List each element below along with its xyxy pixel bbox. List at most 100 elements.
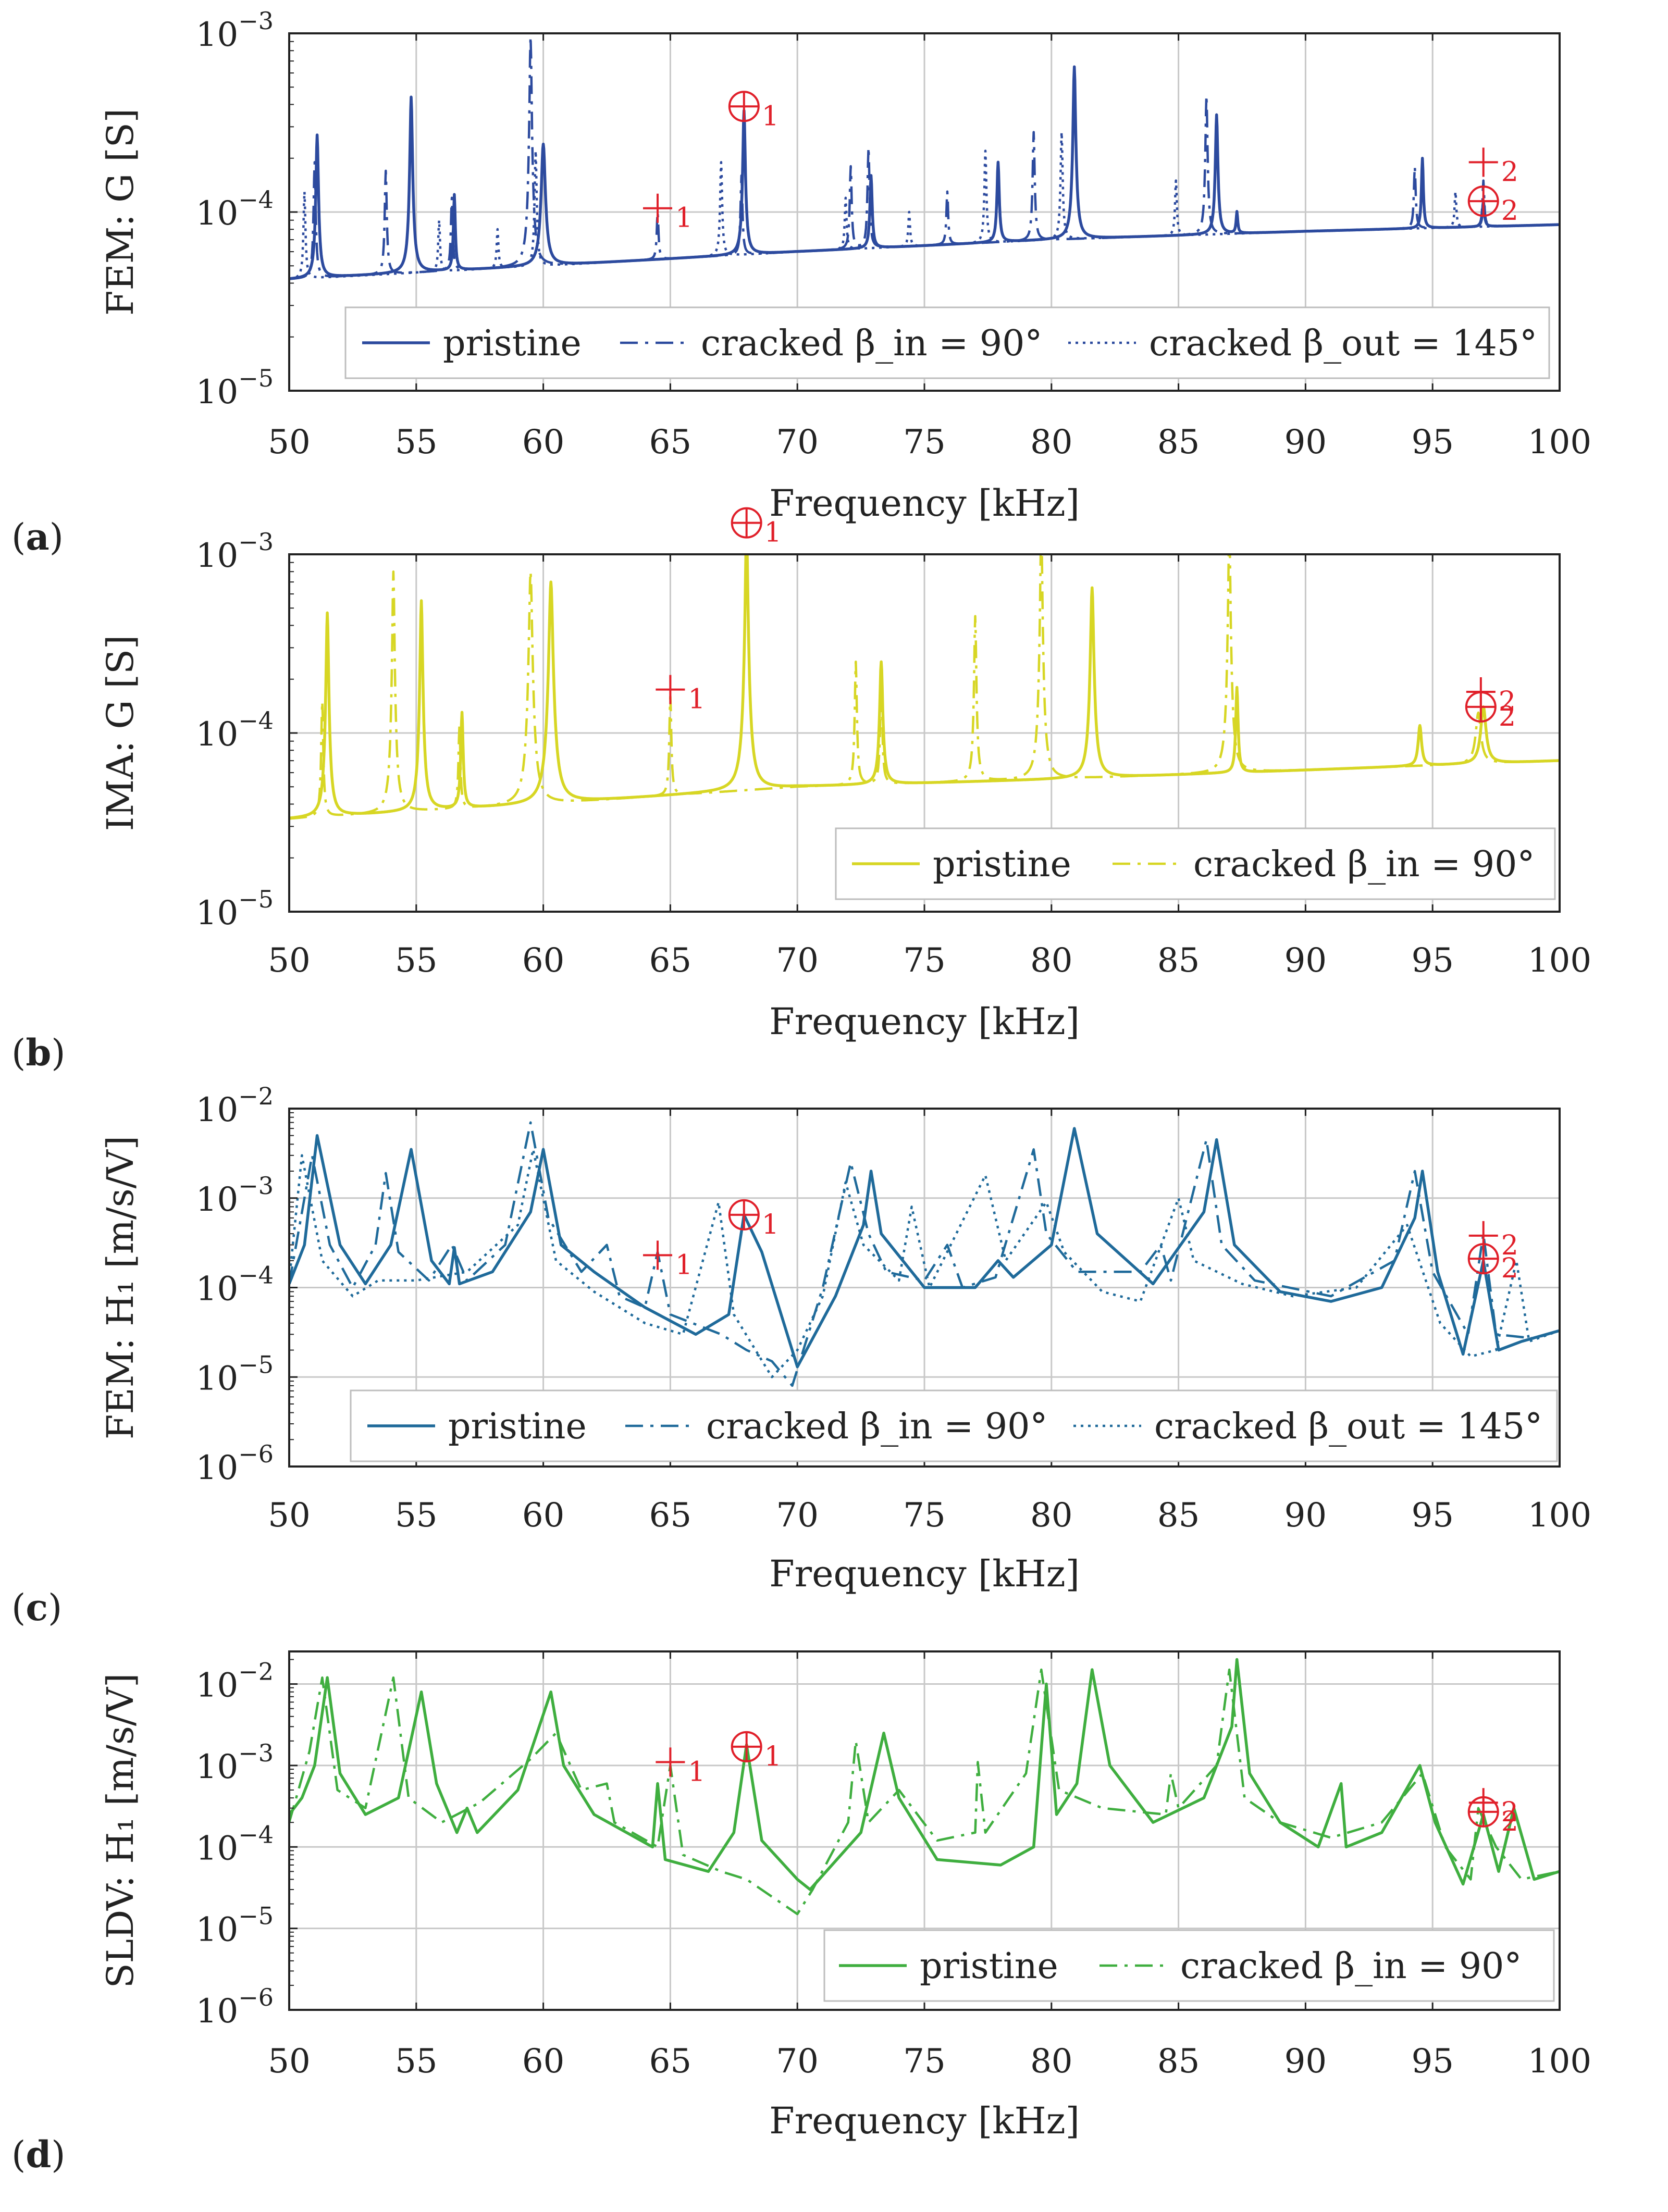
marker-label: 2 — [1501, 1806, 1518, 1837]
x-tick-label: 75 — [903, 2042, 945, 2081]
y-axis-label: IMA: G [S] — [99, 635, 142, 831]
x-tick-label: 65 — [649, 1496, 691, 1535]
legend-entry: pristine — [448, 1406, 587, 1447]
x-tick-label: 95 — [1411, 941, 1453, 980]
series-dotted — [289, 131, 1560, 280]
x-tick-label: 65 — [649, 423, 691, 462]
series-dashdot — [289, 554, 1560, 820]
x-tick-label: 90 — [1284, 941, 1327, 980]
panel-letter: c — [26, 1586, 48, 1629]
x-tick-label: 55 — [395, 2042, 437, 2081]
y-tick-label: 10−5 — [196, 885, 274, 933]
x-tick-label: 85 — [1157, 941, 1200, 980]
x-tick-label: 80 — [1030, 2042, 1072, 2081]
marker-label: 1 — [764, 517, 782, 549]
y-tick-label: 10−3 — [196, 1172, 274, 1219]
x-tick-label: 50 — [268, 423, 310, 462]
legend-box — [350, 1389, 1558, 1462]
x-tick-label: 90 — [1284, 1496, 1327, 1535]
marker-label: 2 — [1499, 701, 1516, 732]
y-tick-label: 10−2 — [196, 1082, 274, 1129]
legend-entry: cracked β_out = 145° — [1154, 1406, 1542, 1447]
marker-label: 2 — [1501, 156, 1518, 188]
x-tick-label: 60 — [522, 1496, 564, 1535]
x-tick-label: 80 — [1030, 423, 1072, 462]
x-tick-label: 60 — [522, 2042, 564, 2081]
legend: pristine cracked β_in = 90° — [823, 1929, 1555, 2002]
legend-entry: cracked β_in = 90° — [1180, 1946, 1522, 1987]
y-tick-label: 10−4 — [196, 706, 274, 754]
marker-circle: 2 — [1467, 1796, 1518, 1837]
x-tick-label: 75 — [903, 1496, 945, 1535]
y-axis-label: FEM: H₁ [m/s/V] — [99, 1136, 142, 1439]
legend: pristine cracked β_in = 90° — [835, 827, 1556, 900]
y-tick-label: 10−3 — [196, 1739, 274, 1786]
series-solid — [289, 1658, 1560, 1891]
x-tick-label: 90 — [1284, 2042, 1327, 2081]
marker-plus: 2 — [1468, 147, 1518, 188]
legend-box — [835, 827, 1556, 900]
x-tick-label: 50 — [268, 941, 310, 980]
y-tick-label: 10−4 — [196, 1261, 274, 1309]
series-solid — [289, 1127, 1560, 1369]
marker-label: 1 — [764, 1741, 782, 1772]
x-tick-label: 55 — [395, 941, 437, 980]
y-tick-label: 10−3 — [196, 528, 274, 575]
marker-plus: 1 — [643, 193, 693, 234]
marker-label: 1 — [675, 203, 693, 234]
x-tick-label: 85 — [1157, 423, 1200, 462]
marker-label: 1 — [762, 1209, 779, 1240]
x-tick-label: 60 — [522, 423, 564, 462]
x-tick-label: 75 — [903, 423, 945, 462]
marker-plus: 1 — [656, 1747, 705, 1787]
x-tick-label: 80 — [1030, 1496, 1072, 1535]
marker-circle: 1 — [728, 1199, 779, 1240]
legend-entry: cracked β_in = 90° — [701, 323, 1042, 364]
marker-circle: 2 — [1467, 1243, 1518, 1284]
legend-entry: pristine — [443, 323, 582, 364]
x-tick-label: 95 — [1411, 1496, 1453, 1535]
y-tick-label: 10−5 — [196, 1350, 274, 1398]
marker-label: 2 — [1499, 686, 1516, 717]
x-tick-label: 95 — [1411, 423, 1453, 462]
x-tick-label: 70 — [776, 2042, 818, 2081]
marker-label: 1 — [675, 1249, 693, 1281]
legend-box — [823, 1929, 1555, 2002]
legend-entry: pristine — [933, 844, 1071, 885]
panel-label: (c) — [11, 1586, 62, 1629]
series-dashdot — [289, 1668, 1560, 1916]
legend-entry: pristine — [920, 1946, 1058, 1987]
legend-entry: cracked β_out = 145° — [1149, 323, 1537, 364]
legend-box — [344, 306, 1550, 379]
marker-circle: 1 — [731, 1731, 782, 1772]
panel-letter: d — [26, 2133, 51, 2176]
x-tick-label: 85 — [1157, 2042, 1200, 2081]
marker-label: 1 — [762, 101, 779, 132]
x-tick-label: 70 — [776, 941, 818, 980]
x-tick-label: 90 — [1284, 423, 1327, 462]
y-tick-label: 10−6 — [196, 1440, 274, 1487]
y-axis-label: SLDV: H₁ [m/s/V] — [99, 1673, 142, 1989]
x-tick-label: 65 — [649, 941, 691, 980]
y-tick-label: 10−6 — [196, 1983, 274, 2031]
y-axis-label: FEM: G [S] — [99, 108, 142, 316]
y-tick-label: 10−3 — [196, 7, 274, 54]
panel-label: (a) — [11, 515, 64, 558]
y-tick-label: 10−4 — [196, 1820, 274, 1868]
y-tick-label: 10−5 — [196, 1902, 274, 1949]
marker-label: 2 — [1501, 1797, 1518, 1828]
legend: pristine cracked β_in = 90° cracked β_out … — [350, 1389, 1558, 1462]
series-dotted — [289, 1148, 1560, 1378]
x-tick-label: 75 — [903, 941, 945, 980]
panel-label: (b) — [11, 1031, 66, 1074]
x-tick-label: 100 — [1528, 2042, 1591, 2081]
marker-circle: 2 — [1465, 691, 1516, 732]
x-axis-label: Frequency [kHz] — [769, 2099, 1080, 2142]
panel-c: 1 1 22 50 55 60 65 70 75 80 85 90 95 100 10−6 10−5 10−4 1… — [11, 1082, 1591, 1629]
x-tick-label: 100 — [1528, 941, 1591, 980]
x-tick-label: 85 — [1157, 1496, 1200, 1535]
marker-label: 2 — [1501, 195, 1518, 227]
x-tick-label: 80 — [1030, 941, 1072, 980]
x-tick-label: 50 — [268, 2042, 310, 2081]
x-axis-label: Frequency [kHz] — [769, 482, 1080, 525]
